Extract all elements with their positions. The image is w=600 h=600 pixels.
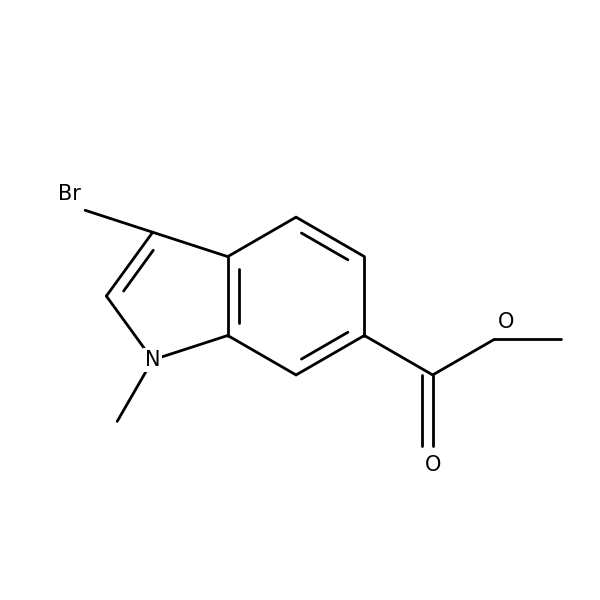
Text: O: O — [425, 455, 441, 475]
Text: O: O — [498, 311, 515, 332]
Text: N: N — [145, 350, 160, 370]
Text: Br: Br — [58, 184, 81, 204]
